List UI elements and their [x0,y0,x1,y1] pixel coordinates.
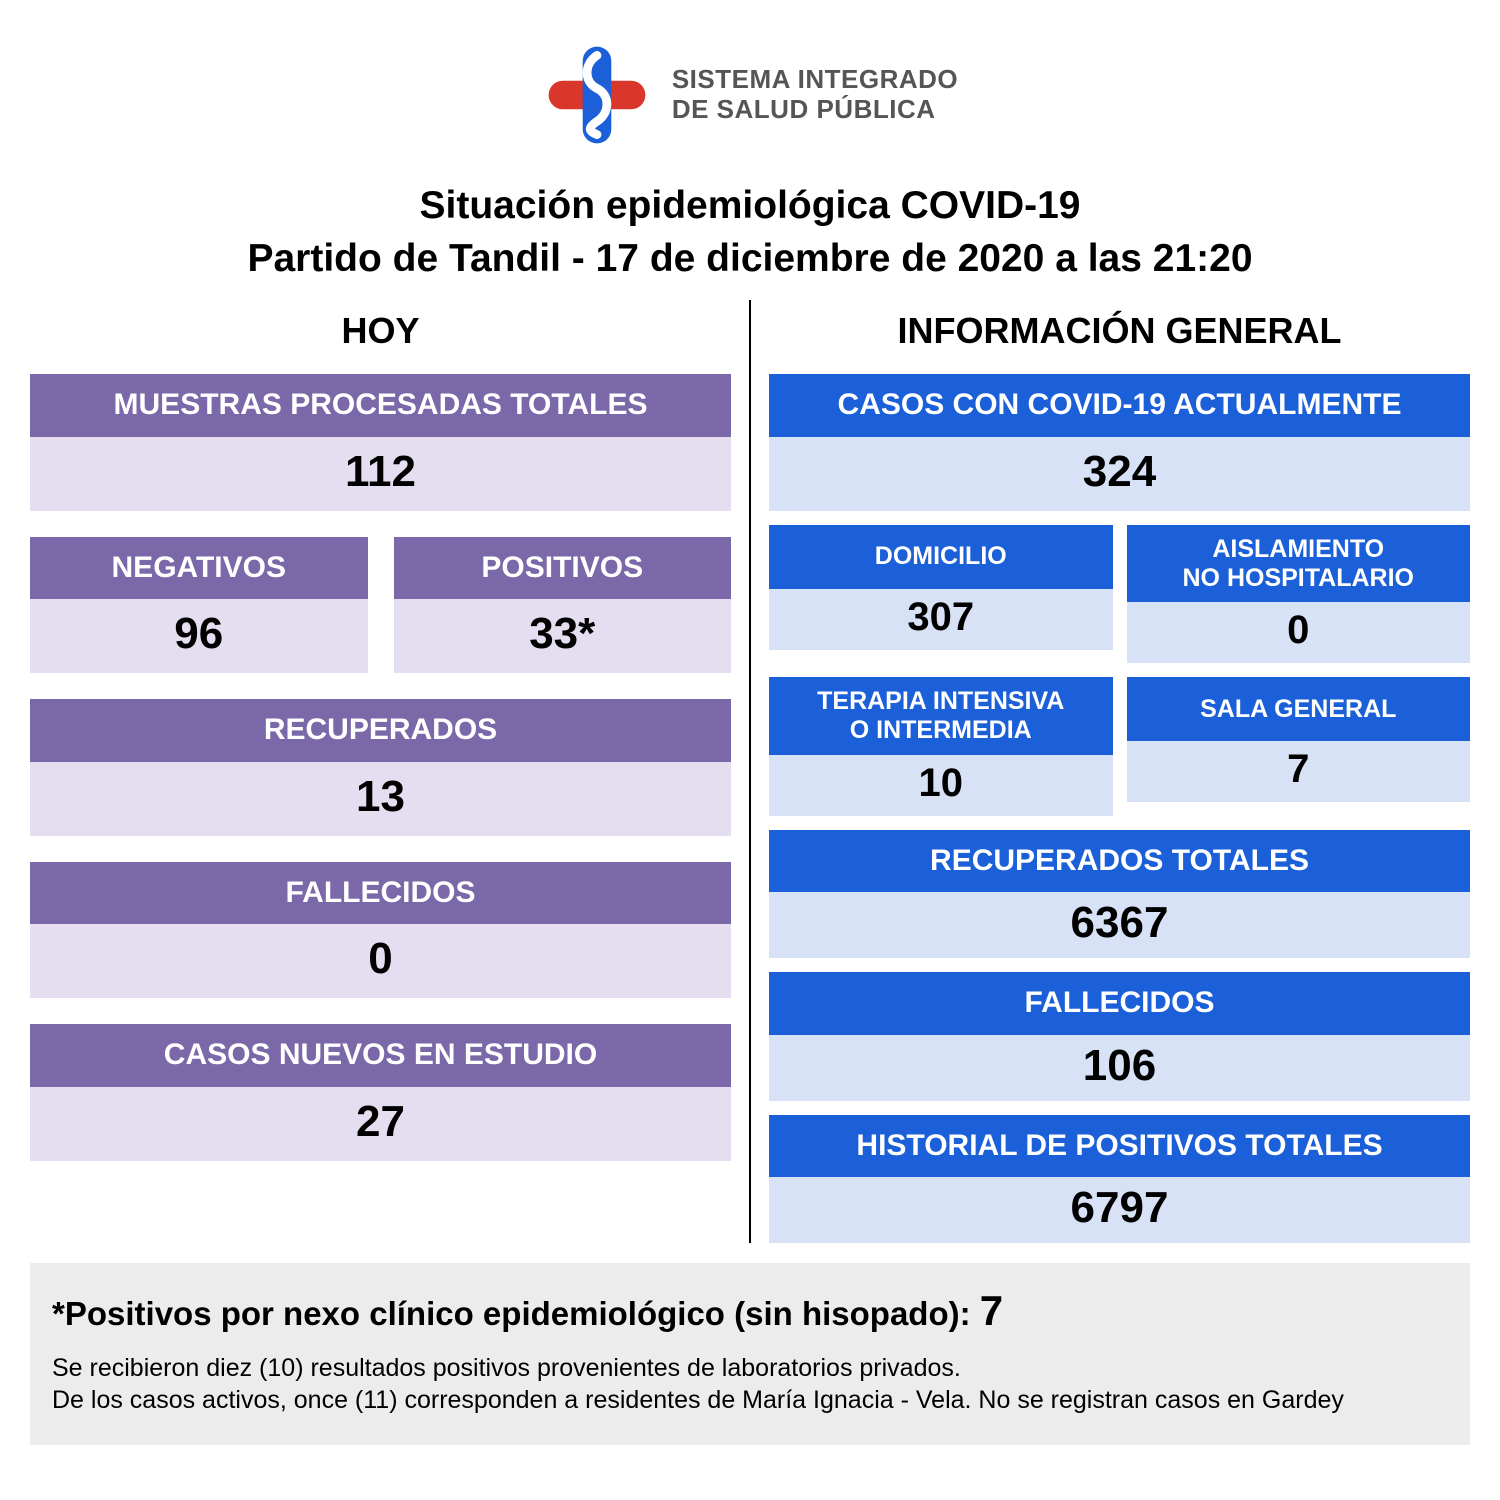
brand-line1: SISTEMA INTEGRADO [672,65,958,95]
tile-aislamiento-label: AISLAMIENTO NO HOSPITALARIO [1127,525,1471,603]
tile-estudio: CASOS NUEVOS EN ESTUDIO 27 [30,1024,731,1161]
brand-text: SISTEMA INTEGRADO DE SALUD PÚBLICA [672,65,958,125]
tile-domicilio: DOMICILIO 307 [769,525,1113,664]
tile-terapia: TERAPIA INTENSIVA O INTERMEDIA 10 [769,677,1113,816]
tile-positivos-value: 33* [394,599,732,673]
title-line2: Partido de Tandil - 17 de diciembre de 2… [30,233,1470,286]
title-line1: Situación epidemiológica COVID-19 [30,180,1470,233]
col-general: INFORMACIÓN GENERAL CASOS CON COVID-19 A… [751,310,1470,1243]
col-general-header: INFORMACIÓN GENERAL [769,310,1470,352]
logo-icon [542,40,652,150]
tile-activos-value: 324 [769,437,1470,511]
tile-positivos-tot: HISTORIAL DE POSITIVOS TOTALES 6797 [769,1115,1470,1244]
tile-fallecidos-label: FALLECIDOS [30,862,731,925]
col-today: HOY MUESTRAS PROCESADAS TOTALES 112 NEGA… [30,310,749,1243]
footnote-star-value: 7 [980,1287,1003,1334]
footnote: *Positivos por nexo clínico epidemiológi… [30,1263,1470,1445]
tile-activos: CASOS CON COVID-19 ACTUALMENTE 324 [769,374,1470,511]
tile-domicilio-value: 307 [769,589,1113,650]
tile-negativos-label: NEGATIVOS [30,537,368,600]
tile-domicilio-label: DOMICILIO [769,525,1113,589]
tile-sala: SALA GENERAL 7 [1127,677,1471,816]
row-neg-pos: NEGATIVOS 96 POSITIVOS 33* [30,537,731,674]
col-today-header: HOY [30,310,731,352]
tile-aislamiento-value: 0 [1127,602,1471,663]
tile-positivos-tot-label: HISTORIAL DE POSITIVOS TOTALES [769,1115,1470,1178]
footnote-star-text: *Positivos por nexo clínico epidemiológi… [52,1295,980,1332]
tile-terapia-label: TERAPIA INTENSIVA O INTERMEDIA [769,677,1113,755]
tile-negativos-value: 96 [30,599,368,673]
row-ter-sala: TERAPIA INTENSIVA O INTERMEDIA 10 SALA G… [769,677,1470,816]
brand-header: SISTEMA INTEGRADO DE SALUD PÚBLICA [30,40,1470,150]
tile-recuperados-tot: RECUPERADOS TOTALES 6367 [769,830,1470,959]
tile-fallecidos-value: 0 [30,924,731,998]
tile-muestras-label: MUESTRAS PROCESADAS TOTALES [30,374,731,437]
footnote-body2: De los casos activos, once (11) correspo… [52,1384,1448,1417]
columns: HOY MUESTRAS PROCESADAS TOTALES 112 NEGA… [30,310,1470,1243]
row-dom-ais: DOMICILIO 307 AISLAMIENTO NO HOSPITALARI… [769,525,1470,664]
tile-sala-value: 7 [1127,741,1471,802]
tile-recuperados-value: 13 [30,762,731,836]
tile-muestras: MUESTRAS PROCESADAS TOTALES 112 [30,374,731,511]
tile-positivos-tot-value: 6797 [769,1177,1470,1243]
tile-fallecidos: FALLECIDOS 0 [30,862,731,999]
brand-line2: DE SALUD PÚBLICA [672,95,958,125]
tile-recuperados: RECUPERADOS 13 [30,699,731,836]
title-block: Situación epidemiológica COVID-19 Partid… [30,180,1470,285]
tile-estudio-value: 27 [30,1087,731,1161]
footnote-body1: Se recibieron diez (10) resultados posit… [52,1352,1448,1385]
tile-sala-label: SALA GENERAL [1127,677,1471,741]
tile-terapia-value: 10 [769,755,1113,816]
tile-fallecidos-tot: FALLECIDOS 106 [769,972,1470,1101]
tile-aislamiento: AISLAMIENTO NO HOSPITALARIO 0 [1127,525,1471,664]
tile-recuperados-label: RECUPERADOS [30,699,731,762]
tile-activos-label: CASOS CON COVID-19 ACTUALMENTE [769,374,1470,437]
tile-positivos-label: POSITIVOS [394,537,732,600]
tile-fallecidos-tot-label: FALLECIDOS [769,972,1470,1035]
tile-negativos: NEGATIVOS 96 [30,537,368,674]
tile-fallecidos-tot-value: 106 [769,1035,1470,1101]
tile-recuperados-tot-label: RECUPERADOS TOTALES [769,830,1470,893]
tile-positivos: POSITIVOS 33* [394,537,732,674]
tile-muestras-value: 112 [30,437,731,511]
tile-recuperados-tot-value: 6367 [769,892,1470,958]
tile-estudio-label: CASOS NUEVOS EN ESTUDIO [30,1024,731,1087]
footnote-star: *Positivos por nexo clínico epidemiológi… [52,1283,1448,1340]
